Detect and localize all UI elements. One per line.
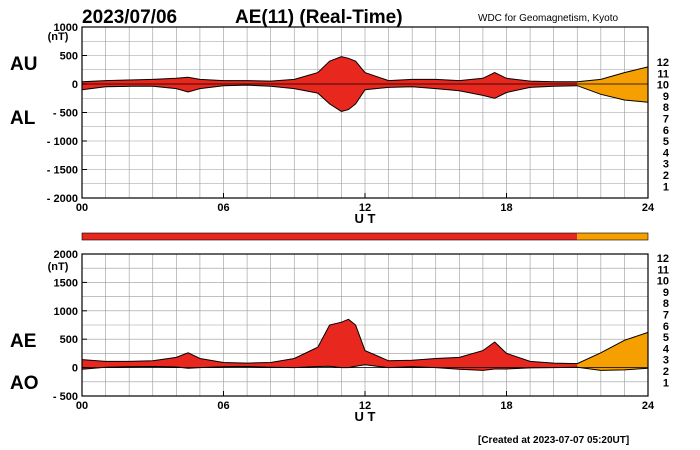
x-tick-label: 00 xyxy=(76,202,88,214)
plot-date: 2023/07/06 xyxy=(82,7,177,28)
x-tick-label: 18 xyxy=(500,400,512,412)
y-unit-label: (nT) xyxy=(48,261,69,273)
upper-series-label: AU xyxy=(10,54,37,75)
y-tick-label: - 1500 xyxy=(47,165,78,177)
station-legend-entry: 12 xyxy=(657,57,669,69)
y-tick-label: - 1000 xyxy=(47,136,78,148)
y-tick-label: - 500 xyxy=(53,391,78,403)
plot-title: AE(11) (Real-Time) xyxy=(235,7,403,28)
x-tick-label: 06 xyxy=(217,202,229,214)
station-legend-entry: 2 xyxy=(663,170,669,182)
source-label: WDC for Geomagnetism, Kyoto xyxy=(478,13,618,24)
station-legend-entry: 11 xyxy=(657,68,669,80)
station-legend-entry: 5 xyxy=(663,136,669,148)
y-tick-label: 1000 xyxy=(54,22,78,34)
y-tick-label: 0 xyxy=(72,363,78,375)
created-timestamp: [Created at 2023-07-07 05:20UT] xyxy=(478,435,629,446)
station-legend-entry: 8 xyxy=(663,298,669,310)
station-legend-entry: 6 xyxy=(663,321,669,333)
station-legend-entry: 4 xyxy=(663,343,670,355)
x-tick-label: 24 xyxy=(642,400,655,412)
y-tick-label: - 2000 xyxy=(47,193,78,205)
station-legend-entry: 6 xyxy=(663,125,669,137)
x-tick-label: 24 xyxy=(642,202,655,214)
x-tick-label: 12 xyxy=(359,400,371,412)
station-bar-segment xyxy=(82,233,578,240)
station-legend-entry: 1 xyxy=(663,181,669,193)
x-axis-label: U T xyxy=(355,409,376,424)
lower-series-label: AL xyxy=(10,108,36,129)
upper-series-label: AE xyxy=(10,331,36,352)
x-tick-label: 00 xyxy=(76,400,88,412)
series-line-ae xyxy=(81,318,649,365)
station-legend-entry: 4 xyxy=(663,147,670,159)
station-legend-entry: 1 xyxy=(663,377,669,389)
y-tick-label: 1000 xyxy=(54,306,78,318)
x-tick-label: 06 xyxy=(217,400,229,412)
y-unit-label: (nT) xyxy=(48,31,69,43)
station-count-bar xyxy=(81,232,649,241)
series-line-au xyxy=(81,56,649,83)
x-axis-label: U T xyxy=(355,211,376,226)
y-tick-label: 500 xyxy=(60,51,78,63)
station-legend-entry: 9 xyxy=(663,287,669,299)
y-tick-label: 1500 xyxy=(54,277,78,289)
series-line-al xyxy=(81,84,649,112)
station-legend-entry: 7 xyxy=(663,114,669,126)
station-legend-entry: 3 xyxy=(663,355,669,367)
station-legend-entry: 10 xyxy=(657,80,669,92)
series-area-fill-10-stations xyxy=(577,332,648,371)
x-tick-label: 18 xyxy=(500,202,512,214)
y-tick-label: 0 xyxy=(72,79,78,91)
series-area-fill-10-stations xyxy=(577,66,648,103)
station-bar-frame xyxy=(81,232,649,241)
station-legend-entry: 5 xyxy=(663,332,669,344)
lower-series-label: AO xyxy=(10,373,39,394)
y-tick-label: 2000 xyxy=(54,249,78,261)
series-area-fill xyxy=(82,319,648,371)
station-legend-entry: 3 xyxy=(663,159,669,171)
station-legend-entry: 8 xyxy=(663,102,669,114)
station-legend-entry: 9 xyxy=(663,91,669,103)
station-legend-entry: 7 xyxy=(663,310,669,322)
station-legend-entry: 11 xyxy=(657,264,669,276)
y-tick-label: - 500 xyxy=(53,108,78,120)
station-legend-entry: 2 xyxy=(663,366,669,378)
station-bar-segment xyxy=(577,233,648,240)
station-legend-entry: 10 xyxy=(657,276,669,288)
y-tick-label: 500 xyxy=(60,334,78,346)
station-legend-entry: 12 xyxy=(657,253,669,265)
x-tick-label: 12 xyxy=(359,202,371,214)
